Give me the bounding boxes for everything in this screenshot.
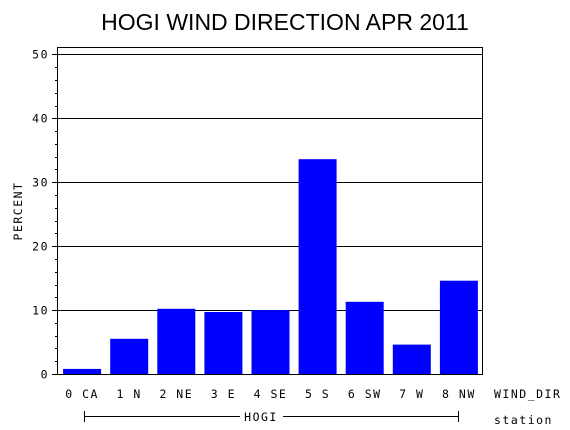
- x-tick-label: 1 N: [117, 387, 142, 401]
- bar: [298, 159, 337, 374]
- x-tick-label: 4 SE: [254, 387, 288, 401]
- bar: [345, 301, 384, 374]
- y-tick-label: 10: [32, 304, 49, 318]
- y-tick-label: 50: [32, 48, 49, 62]
- x-tick-label: 5 S: [305, 387, 330, 401]
- x-axis-tick-labels: 0 CA 1 N 2 NE 3 E 4 SE 5 S 6 SW 7 W 8 NW: [65, 387, 476, 401]
- group-name-label: HOGI: [244, 410, 278, 424]
- bar: [110, 338, 149, 374]
- y-tick-label: 20: [32, 240, 49, 254]
- plot-frame: [57, 47, 483, 375]
- bar: [157, 308, 196, 374]
- x-tick-label: 3 E: [211, 387, 236, 401]
- y-tick-label: 0: [41, 368, 49, 382]
- group-bracket: [84, 411, 459, 422]
- y-axis-label: PERCENT: [11, 182, 25, 241]
- x-tick-label: 8 NW: [442, 387, 476, 401]
- group-axis-label: station: [494, 413, 553, 427]
- bar: [392, 344, 431, 374]
- bar: [63, 368, 102, 374]
- x-tick-label: 2 NE: [159, 387, 193, 401]
- y-axis-ticks: 0 10 20 30 40 50: [32, 48, 58, 382]
- y-tick-label: 30: [32, 176, 49, 190]
- bar: [204, 312, 243, 374]
- x-tick-label: 0 CA: [65, 387, 99, 401]
- y-tick-label: 40: [32, 112, 49, 126]
- x-tick-label: 7 W: [399, 387, 424, 401]
- bars: [63, 159, 478, 374]
- bar: [251, 310, 290, 374]
- chart-title: HOGI WIND DIRECTION APR 2011: [101, 9, 469, 35]
- bar: [439, 280, 478, 374]
- gridlines: [58, 54, 482, 311]
- x-axis-label: WIND_DIR: [494, 387, 561, 401]
- x-tick-label: 6 SW: [348, 387, 382, 401]
